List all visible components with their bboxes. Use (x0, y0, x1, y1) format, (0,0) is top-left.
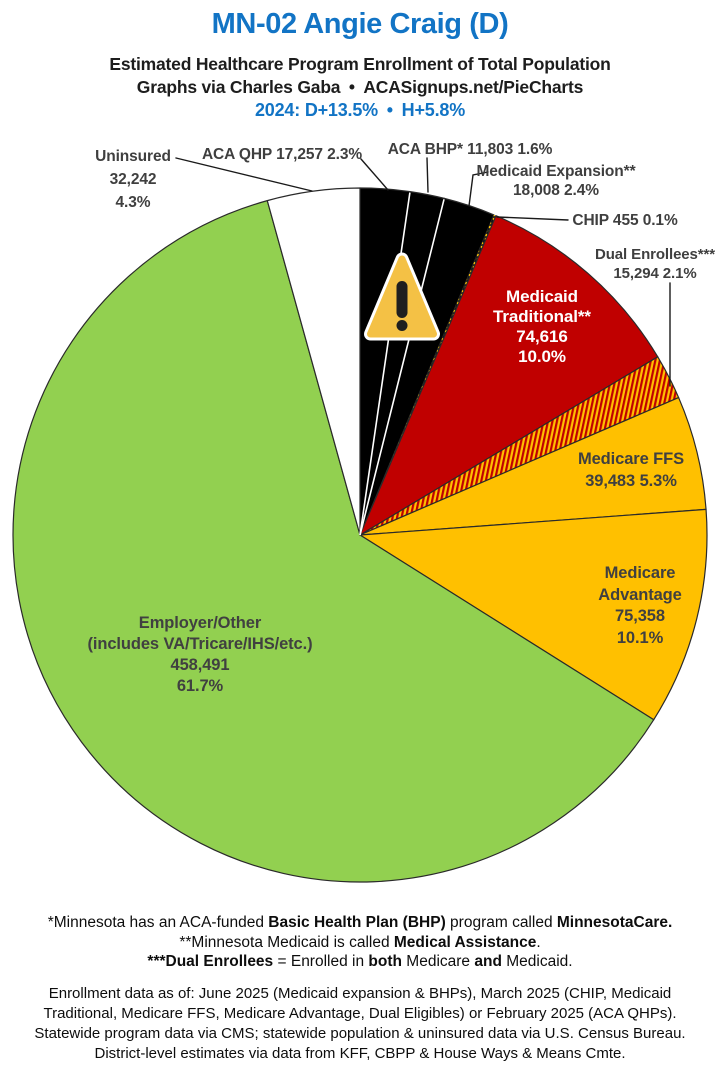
data-source-line: District-level estimates via data from K… (94, 1045, 626, 1062)
data-source-line: Enrollment data as of: June 2025 (Medica… (48, 985, 672, 1002)
program-note-line: ***Dual Enrollees = Enrolled in both Med… (147, 953, 573, 970)
leader-line-aca_qhp (360, 158, 389, 191)
leader-lines (175, 157, 671, 387)
program-notes: *Minnesota has an ACA-funded Basic Healt… (0, 913, 720, 972)
slice-divider (359, 199, 445, 536)
partisan-lean: 2024: D+13.5% • H+5.8% (254, 100, 466, 120)
pie-chart (12, 157, 708, 883)
slice-label-medicare_ffs: Medicare FFS 39,483 5.3% (577, 450, 685, 490)
slice-label-employer_other: Employer/Other (includes VA/Tricare/IHS/e… (87, 614, 313, 695)
warning-icon (364, 252, 440, 341)
slice-label-aca_qhp: ACA QHP 17,257 2.3% (201, 146, 363, 163)
leader-line-uninsured (175, 157, 313, 192)
leader-line-medicaid_expansion (468, 171, 489, 207)
warning-icon-exclamation-dot (396, 320, 408, 331)
slice-label-medicaid_traditional: Medicaid Traditional** 74,616 10.0% (493, 287, 591, 366)
program-note-line: *Minnesota has an ACA-funded Basic Healt… (47, 914, 673, 931)
pie-slice-medicare_advantage (359, 508, 708, 721)
pie-slice-employer_other (12, 200, 655, 883)
slice-label-medicare_advantage: Medicare Advantage 75,358 10.1% (598, 564, 682, 647)
subtitle-credit: Graphs via Charles Gaba • ACASignups.net… (136, 77, 584, 97)
leader-line-aca_bhp (426, 157, 429, 193)
subtitle-enrollment: Estimated Healthcare Program Enrollment … (109, 54, 611, 74)
data-source-note: Enrollment data as of: June 2025 (Medica… (0, 984, 720, 1064)
program-note-line: **Minnesota Medicaid is called Medical A… (179, 933, 541, 951)
warning-icon-exclamation-bar (396, 281, 408, 318)
pie-slice-uninsured (266, 187, 361, 536)
pie-slice-medicaid_traditional (359, 215, 659, 536)
page-title: MN-02 Angie Craig (D) (211, 8, 509, 40)
slice-divider (359, 192, 411, 536)
slice-label-aca_bhp: ACA BHP* 11,803 1.6% (387, 141, 553, 158)
slice-label-medicaid_expansion: Medicaid Expansion** 18,008 2.4% (476, 163, 636, 199)
slice-label-chip: CHIP 455 0.1% (572, 212, 678, 229)
data-source-line: Traditional, Medicare FFS, Medicare Adva… (43, 1005, 677, 1022)
leader-line-chip (496, 216, 569, 221)
slice-label-uninsured: Uninsured 32,242 4.3% (95, 148, 171, 211)
slice-label-dual_enrollees: Dual Enrollees*** 15,294 2.1% (594, 246, 716, 282)
pie-slices (12, 187, 708, 883)
data-source-line: Statewide program data via CMS; statewid… (34, 1025, 686, 1042)
